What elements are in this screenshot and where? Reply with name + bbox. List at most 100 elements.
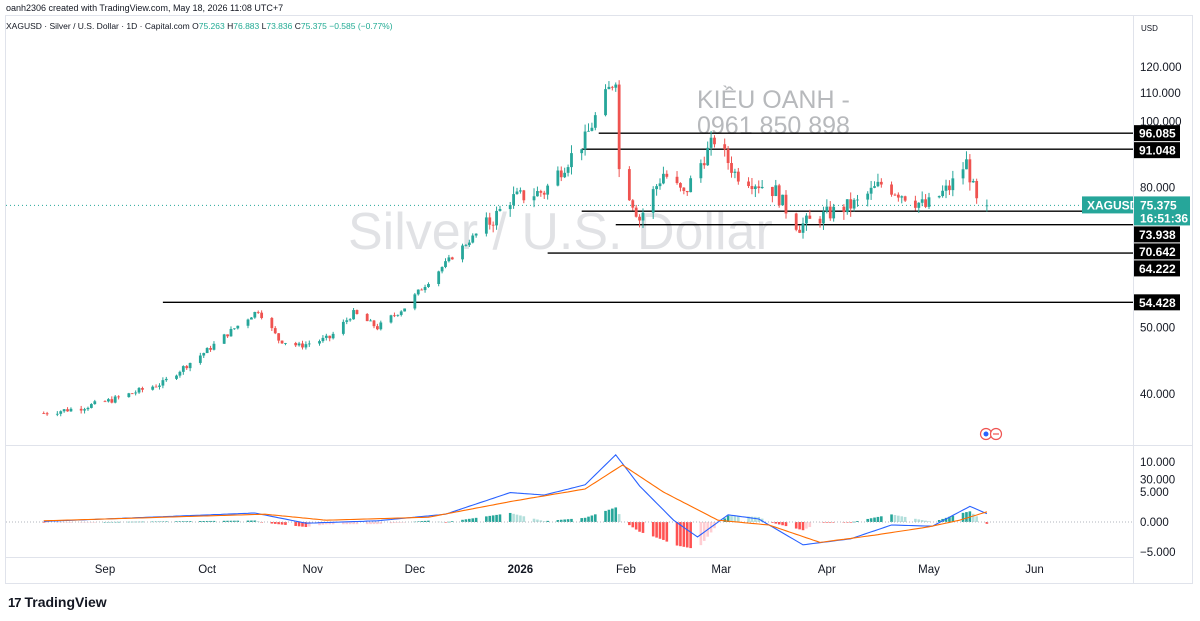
candle	[641, 208, 645, 229]
macd-bar	[345, 522, 349, 525]
candle	[747, 177, 750, 189]
candle	[662, 166, 665, 185]
candle	[151, 385, 155, 391]
candle	[202, 352, 206, 358]
macd-bar	[920, 520, 924, 522]
macd-bar	[771, 522, 774, 523]
candle	[896, 192, 900, 202]
macd-bar	[730, 515, 733, 522]
author-watermark-phone: 0961 850 898	[697, 112, 850, 140]
macd-bar	[628, 522, 631, 526]
candle	[658, 178, 662, 190]
macd-bar	[307, 522, 311, 527]
candle	[89, 403, 93, 409]
candle	[389, 314, 393, 324]
macd-bar	[869, 518, 873, 522]
level-price-label: 91.048	[1139, 144, 1176, 158]
candle	[610, 85, 614, 91]
candle	[328, 335, 332, 342]
macd-bar	[348, 522, 352, 525]
candle	[484, 212, 488, 237]
candle	[345, 317, 349, 325]
macd-tick-label: −5.000	[1140, 547, 1176, 559]
macd-bar	[665, 522, 669, 542]
candle	[181, 365, 185, 375]
macd-bar	[212, 520, 216, 522]
macd-bar	[961, 512, 965, 522]
time-axis-label: Jun	[1025, 564, 1044, 576]
candle	[437, 270, 441, 287]
candle	[675, 171, 679, 185]
candle	[580, 149, 584, 161]
candle	[416, 289, 420, 296]
candle	[876, 173, 880, 188]
candle	[937, 195, 941, 199]
candle	[665, 170, 669, 179]
macd-bar	[229, 520, 233, 522]
candle	[45, 411, 49, 416]
macd-bar	[45, 522, 49, 523]
candle	[566, 164, 570, 177]
candle	[209, 345, 212, 352]
macd-bar	[948, 516, 951, 522]
high-value: 76.883	[233, 21, 260, 31]
macd-bar	[866, 518, 870, 522]
candle	[399, 310, 403, 317]
horizontal-levels[interactable]	[162, 132, 1133, 304]
macd-bar	[372, 522, 376, 525]
macd-bar	[325, 522, 328, 525]
candle	[474, 233, 478, 238]
macd-bar	[491, 515, 495, 522]
macd-bar	[924, 520, 927, 522]
macd-bar	[141, 521, 144, 523]
candle	[570, 145, 573, 175]
alert-flag-icon[interactable]	[979, 427, 1003, 441]
macd-bar	[369, 522, 372, 525]
candle	[297, 341, 301, 347]
candle	[321, 335, 325, 343]
macd-bar	[679, 522, 682, 547]
macd-bar	[273, 522, 277, 524]
macd-bar	[951, 515, 955, 522]
macd-bar	[856, 521, 859, 522]
candle	[341, 319, 345, 336]
candle	[985, 199, 989, 212]
tradingview-brand[interactable]: 17 TradingView	[8, 594, 107, 610]
candle	[396, 314, 400, 317]
macd-bar	[971, 513, 975, 522]
macd-bar	[822, 522, 825, 523]
candle	[944, 179, 948, 199]
macd-bar	[556, 520, 560, 522]
macd-bar	[781, 522, 784, 526]
currency-label: USD	[1141, 24, 1158, 33]
symbol-tag-label: XAGUSD	[1087, 198, 1139, 212]
candle	[375, 323, 379, 331]
candle	[69, 407, 73, 412]
candle	[277, 333, 281, 344]
candle	[856, 194, 859, 207]
macd-tick-label: 10.000	[1140, 457, 1175, 469]
macd-bar	[508, 512, 512, 522]
macd-bar	[515, 514, 519, 522]
candle	[42, 411, 46, 415]
macd-bar	[774, 522, 778, 524]
candle	[222, 333, 226, 344]
candle	[828, 201, 832, 221]
candle	[890, 181, 893, 197]
candle	[900, 195, 904, 204]
macd-bar	[777, 522, 781, 525]
candle	[83, 407, 86, 414]
candle	[164, 376, 168, 382]
macd-bar	[440, 521, 444, 523]
candle	[270, 316, 274, 331]
macd-bar	[689, 522, 692, 549]
candle	[563, 167, 567, 179]
candle	[614, 82, 618, 92]
candle	[495, 206, 498, 230]
macd-bar	[236, 520, 240, 522]
macd-line	[43, 453, 988, 546]
macd-bar	[570, 518, 573, 522]
macd-bar	[294, 522, 297, 526]
